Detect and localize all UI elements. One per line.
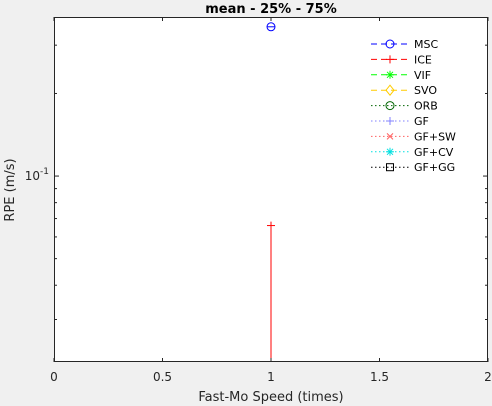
- x-axis-label: Fast-Mo Speed (times): [198, 390, 343, 405]
- x-tick-label: 1.5: [370, 370, 389, 384]
- x-tick-label: 1: [267, 370, 275, 384]
- legend-label: ORB: [414, 100, 438, 113]
- legend-label: VIF: [414, 69, 431, 82]
- legend-label: GF+GG: [414, 161, 455, 174]
- legend-label: MSC: [414, 38, 438, 51]
- y-tick-exponent: -1: [40, 167, 49, 177]
- legend-label: SVO: [414, 84, 437, 97]
- legend-label: ICE: [414, 53, 432, 66]
- x-tick-label: 0.5: [153, 370, 172, 384]
- legend-marker: [386, 148, 394, 156]
- legend-label: GF+SW: [414, 130, 456, 143]
- x-tick-label: 2: [484, 370, 492, 384]
- legend-marker: [386, 71, 394, 79]
- legend-label: GF+CV: [414, 146, 454, 159]
- legend-label: GF: [414, 115, 429, 128]
- x-tick-label: 0: [50, 370, 58, 384]
- y-axis-label: RPE (m/s): [3, 158, 18, 221]
- chart-title: mean - 25% - 75%: [205, 2, 337, 17]
